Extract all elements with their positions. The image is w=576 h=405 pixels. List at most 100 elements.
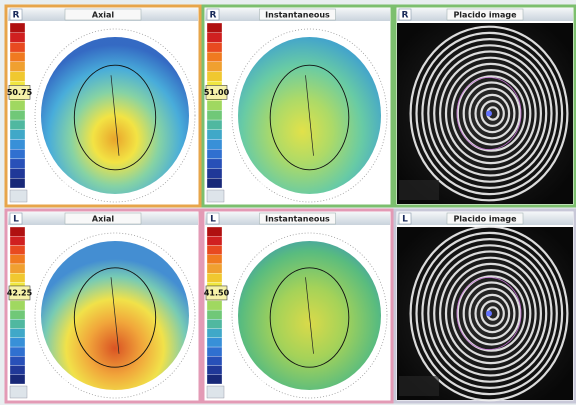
- scale-value-box: [205, 85, 228, 100]
- placido-ring: [433, 250, 548, 377]
- zone-circle: [73, 267, 157, 368]
- placido-ring: [468, 287, 516, 340]
- placido-ring: [456, 275, 527, 352]
- placido-ring: [462, 281, 521, 346]
- scale-step: [206, 178, 223, 189]
- scale-value-box: [8, 285, 31, 301]
- placido-ring: [450, 269, 532, 359]
- panel-title: Placido image: [453, 215, 517, 224]
- scale-step: [9, 32, 26, 43]
- scale-step: [9, 168, 26, 179]
- eye-box: [398, 212, 412, 225]
- placido-ring: [480, 99, 505, 127]
- scale-step: [9, 158, 26, 169]
- placido-ring: [462, 81, 521, 146]
- eye-label: R: [13, 11, 20, 21]
- panel-title: Placido image: [453, 11, 517, 20]
- scale-step: [9, 356, 26, 366]
- apex-dot: [486, 310, 492, 317]
- placido-ring: [427, 44, 553, 183]
- dotted-ring: [231, 28, 388, 203]
- scale-step: [9, 245, 26, 255]
- dotted-ring: [34, 28, 196, 203]
- axis-line: [305, 75, 314, 156]
- placido-ring: [474, 293, 511, 334]
- eye-box: [398, 8, 412, 21]
- scale-step: [9, 119, 26, 130]
- scale-step: [206, 158, 223, 169]
- scale-step: [9, 139, 26, 150]
- axis-line: [110, 75, 120, 156]
- scale-step: [206, 365, 223, 375]
- scale-step: [206, 139, 223, 150]
- topography-panel: R Axial 50.75: [4, 4, 202, 208]
- scale-step: [206, 236, 223, 246]
- scale-step: [9, 129, 26, 140]
- scale-step: [206, 309, 223, 320]
- scale-step: [9, 273, 26, 283]
- scale-step: [9, 365, 26, 375]
- placido-ring: [480, 300, 505, 328]
- placido-ring: [444, 262, 537, 365]
- eye-box: [9, 212, 23, 225]
- placido-ring: [415, 31, 564, 196]
- scale-step: [9, 254, 26, 265]
- info-box: [30, 378, 68, 396]
- scale-step: [9, 42, 26, 53]
- placido-ring: [439, 256, 543, 371]
- scale-step: [9, 309, 26, 320]
- scale-step: [206, 226, 223, 237]
- scale-step: [9, 61, 26, 72]
- scale-step: [206, 61, 223, 72]
- topography-panel: L Placido image: [393, 208, 576, 404]
- panel-title: Axial: [92, 215, 114, 224]
- placido-ring: [427, 244, 553, 383]
- scale-step: [206, 300, 223, 311]
- placido-bg: [397, 227, 573, 400]
- eye-box: [206, 8, 220, 21]
- panel-title: Axial: [92, 11, 114, 20]
- placido-ring: [409, 25, 569, 202]
- eye-box: [206, 212, 220, 225]
- pupil-outline: [456, 77, 522, 150]
- title-box: [259, 212, 336, 225]
- scale-step: [206, 129, 223, 140]
- scale-step: [206, 346, 223, 357]
- placido-bg: [397, 23, 573, 204]
- scale-value-box: [205, 285, 228, 301]
- scale-step: [206, 319, 223, 329]
- placido-ring: [439, 56, 543, 171]
- placido-ring: [444, 62, 537, 165]
- scale-step: [206, 110, 223, 121]
- eye-label: L: [402, 215, 408, 225]
- title-box: [64, 212, 142, 225]
- scale-step: [206, 263, 223, 274]
- topography-panel: R Instantaneous 51.00: [201, 4, 394, 208]
- scale-step: [9, 100, 26, 111]
- eye-label: R: [210, 11, 217, 21]
- scale-step: [9, 374, 26, 385]
- title-box: [446, 212, 524, 225]
- title-box: [259, 8, 336, 21]
- scale-step: [9, 71, 26, 82]
- scale-step: [206, 119, 223, 130]
- scale-step: [206, 328, 223, 338]
- scale-step: [206, 32, 223, 43]
- scale-step: [206, 168, 223, 179]
- scale-step: [9, 236, 26, 246]
- scale-step: [9, 51, 26, 62]
- placido-ring: [450, 68, 532, 159]
- scale-step: [9, 226, 26, 237]
- scale-step: [206, 254, 223, 265]
- scale-step: [9, 263, 26, 274]
- scale-step: [9, 300, 26, 311]
- scale-step: [9, 328, 26, 338]
- scale-step: [9, 346, 26, 357]
- placido-info: [399, 180, 439, 200]
- scale-step: [9, 149, 26, 160]
- placido-ring: [474, 93, 511, 134]
- scale-step: [206, 337, 223, 348]
- panel-title: Instantaneous: [265, 11, 330, 20]
